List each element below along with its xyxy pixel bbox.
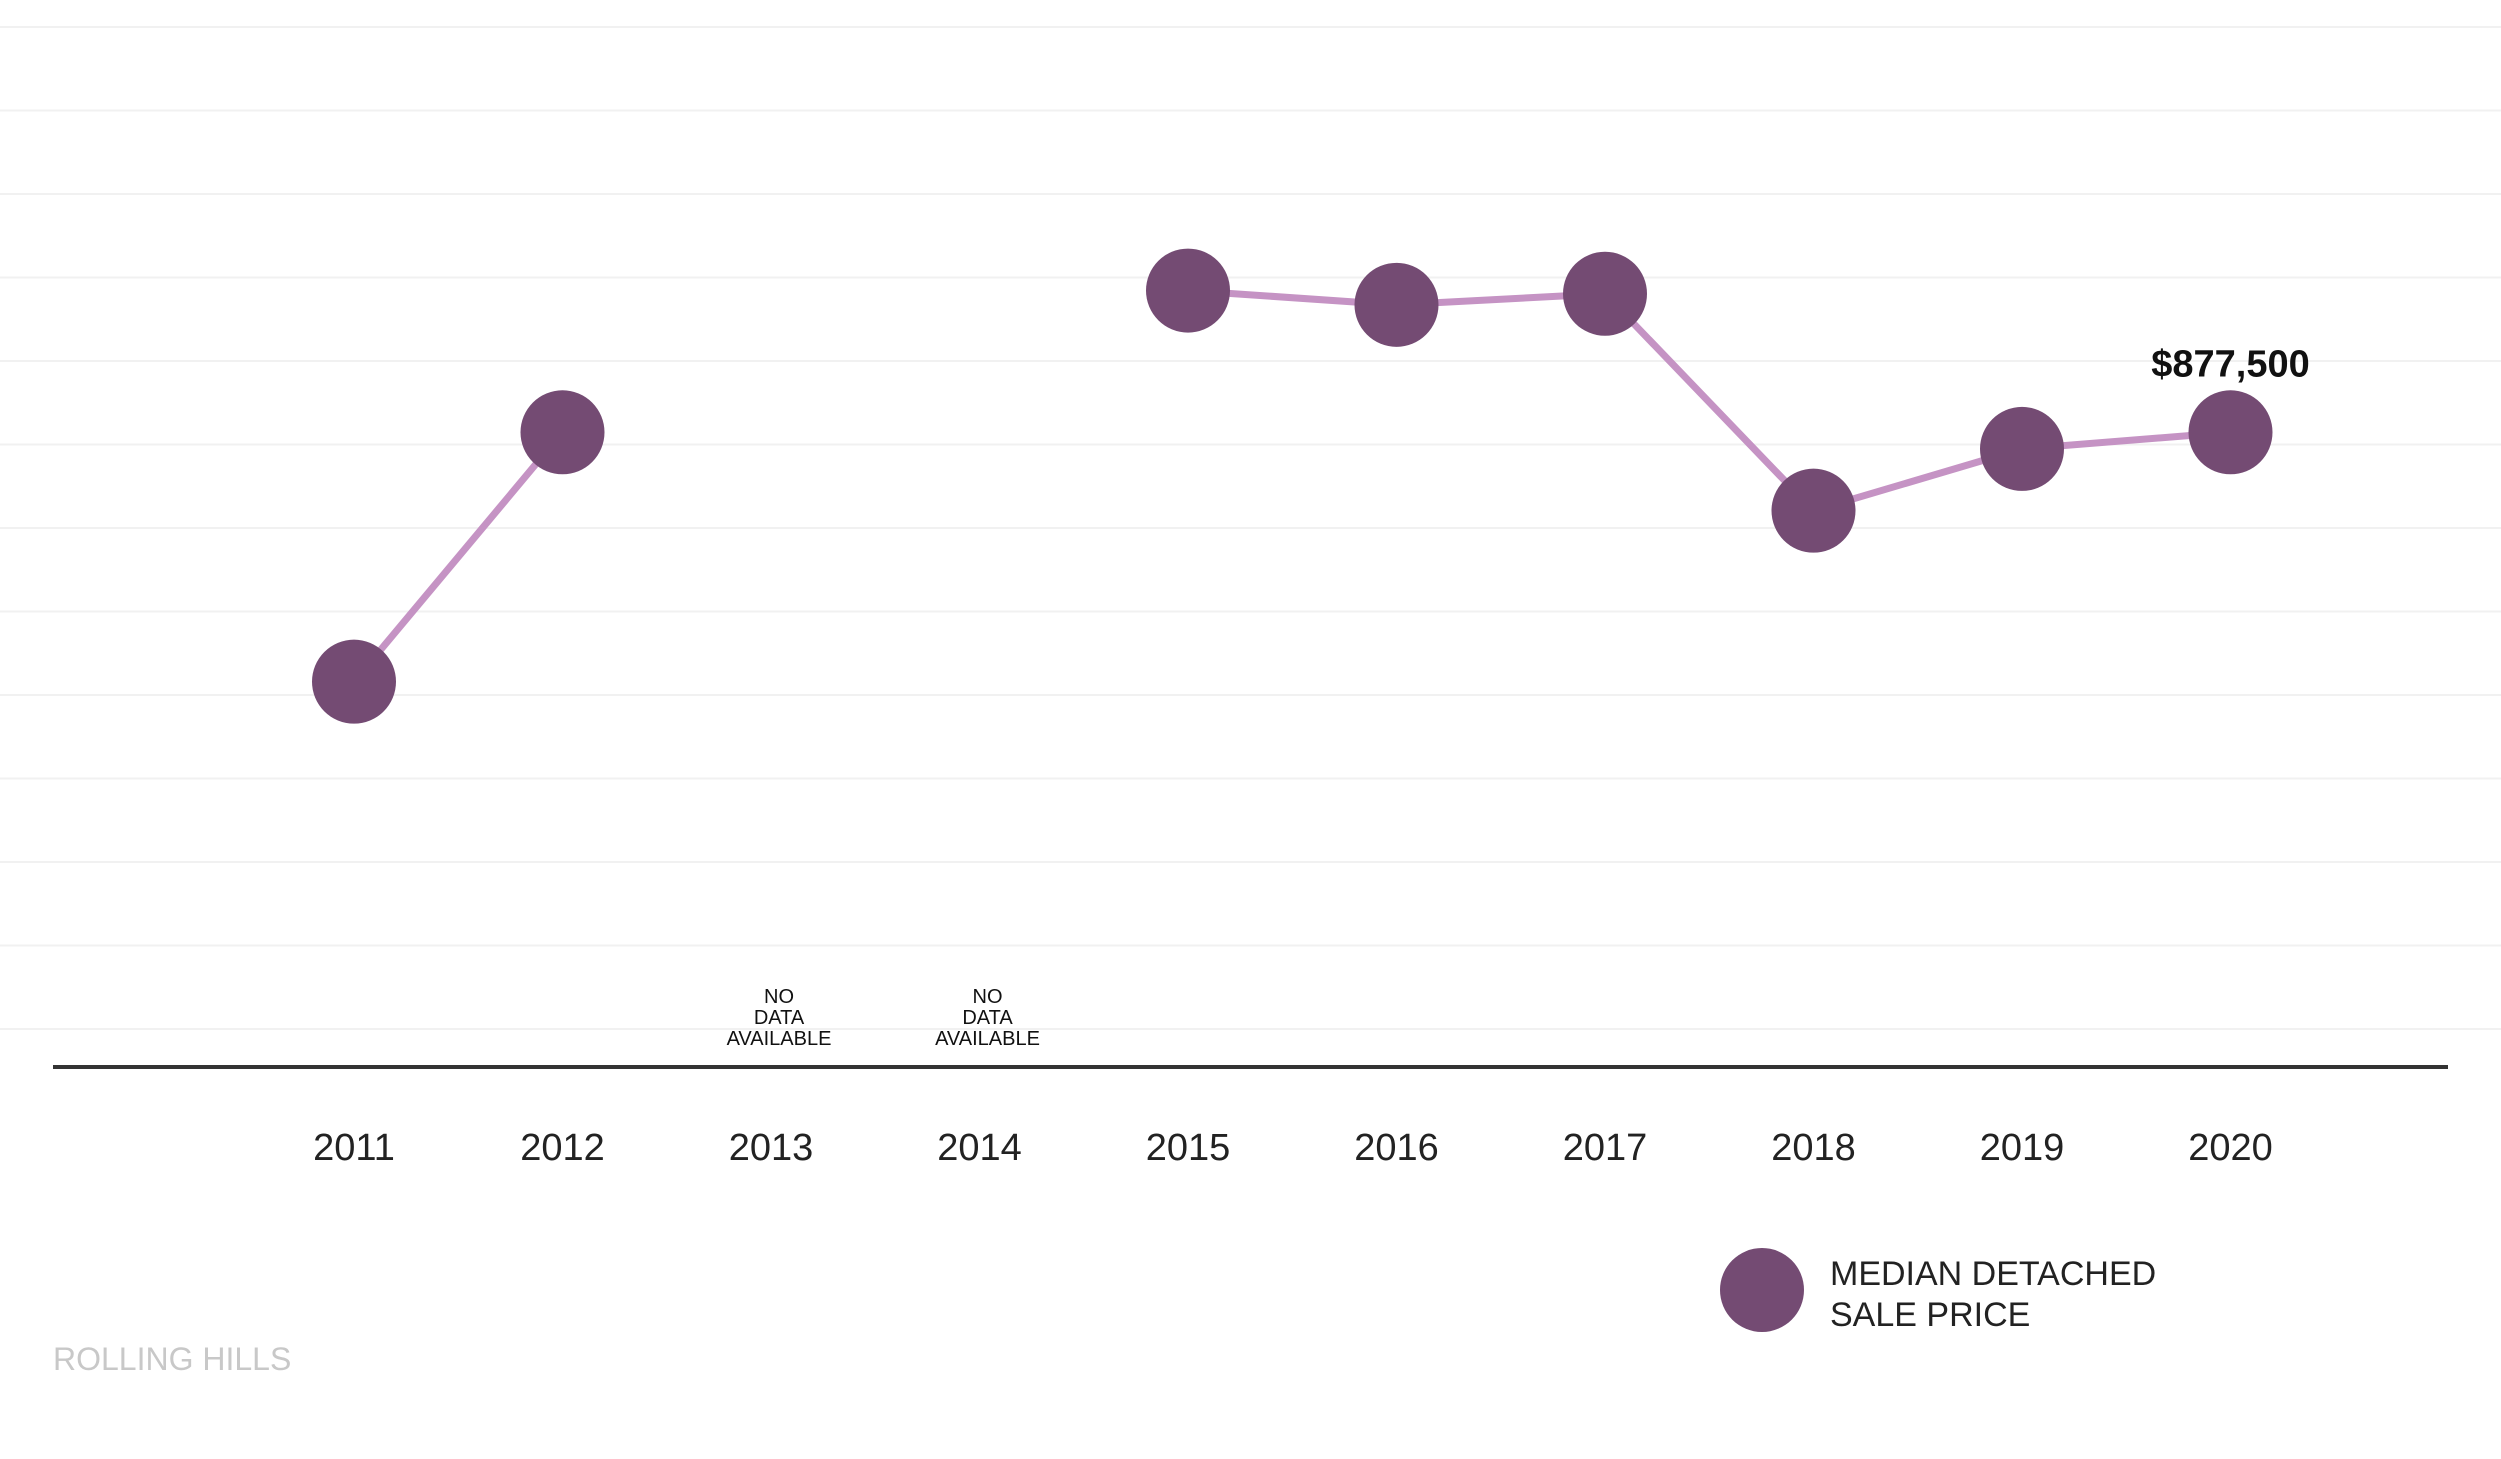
x-tick-label-2020: 2020 — [2188, 1127, 2273, 1169]
footer-label: ROLLING HILLS — [53, 1341, 291, 1377]
legend-label-line-1: MEDIAN DETACHED — [1830, 1255, 2156, 1293]
x-tick-label-2012: 2012 — [520, 1127, 605, 1169]
x-tick-label-2016: 2016 — [1354, 1127, 1439, 1169]
series-line-segment — [350, 428, 566, 686]
no-data-line: NO — [973, 986, 1003, 1008]
data-label-2020: $877,500 — [2151, 343, 2310, 385]
data-point-2015 — [1146, 248, 1230, 333]
data-point-2011 — [312, 639, 396, 724]
legend-marker — [1720, 1248, 1804, 1332]
data-point-2019 — [1980, 406, 2064, 491]
series-line-segment — [1601, 290, 1817, 515]
no-data-line: AVAILABLE — [935, 1028, 1040, 1050]
x-tick-label-2013: 2013 — [729, 1127, 814, 1169]
x-tick-label-2011: 2011 — [313, 1127, 395, 1169]
x-tick-label-2019: 2019 — [1980, 1127, 2065, 1169]
legend: MEDIAN DETACHED SALE PRICE — [1720, 1248, 2156, 1334]
series-points — [312, 248, 2273, 724]
no-data-line: AVAILABLE — [727, 1028, 832, 1050]
x-tick-labels: 2011 2012 2013 2014 2015 2016 2017 2018 2019 2020 — [313, 1127, 2273, 1169]
x-tick-label-2015: 2015 — [1146, 1127, 1231, 1169]
no-data-line: DATA — [754, 1007, 805, 1029]
no-data-line: DATA — [962, 1007, 1013, 1029]
no-data-note-2013: NO DATA AVAILABLE — [727, 986, 832, 1050]
data-point-2012 — [520, 390, 605, 475]
x-tick-label-2014: 2014 — [937, 1127, 1022, 1169]
data-point-2016 — [1354, 262, 1439, 347]
legend-label-line-2: SALE PRICE — [1830, 1296, 2030, 1334]
data-point-2017 — [1563, 251, 1647, 336]
x-tick-label-2018: 2018 — [1771, 1127, 1856, 1169]
data-labels: $877,500 — [2151, 343, 2310, 385]
gridlines — [0, 26, 2501, 1030]
series-lines — [350, 287, 2234, 686]
data-point-2018 — [1771, 468, 1856, 553]
no-data-note-2014: NO DATA AVAILABLE — [935, 986, 1040, 1050]
data-point-2020 — [2188, 390, 2273, 475]
no-data-line: NO — [764, 986, 794, 1008]
x-tick-label-2017: 2017 — [1563, 1127, 1648, 1169]
